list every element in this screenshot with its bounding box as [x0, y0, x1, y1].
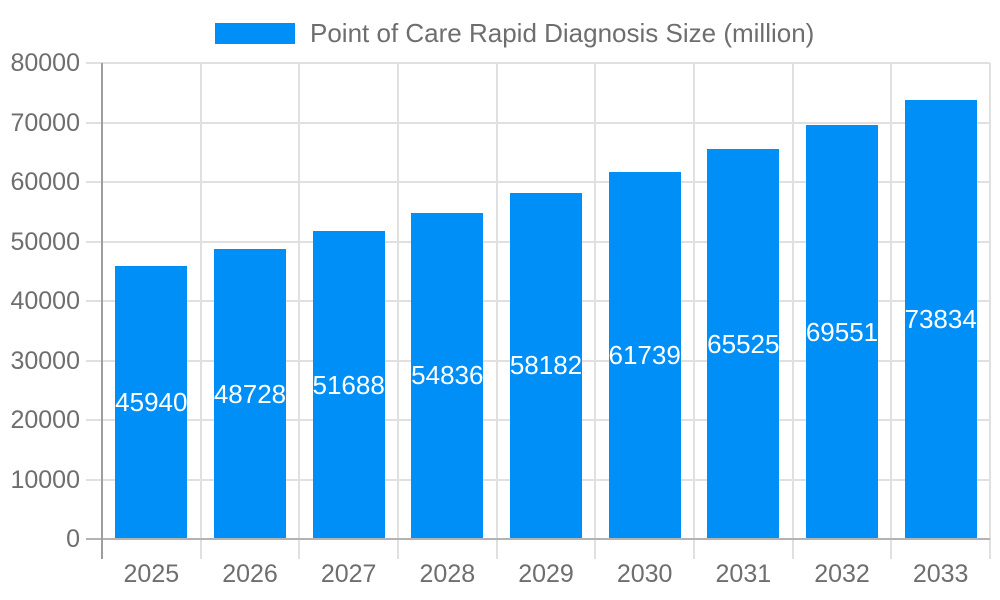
y-tick-label: 70000 — [10, 108, 80, 137]
bar — [608, 171, 681, 539]
y-tick-label: 20000 — [10, 406, 80, 434]
x-tick-label: 2030 — [616, 560, 673, 588]
bar — [510, 192, 582, 539]
chart-legend: Point of Care Rapid Diagnosis Size (mill… — [215, 18, 814, 48]
x-tick-label: 2027 — [320, 560, 377, 588]
bar — [115, 265, 188, 539]
y-tick-label: 0 — [66, 525, 80, 553]
bar-value-label: 65525 — [707, 328, 780, 359]
bar-value-label: 73834 — [904, 303, 977, 334]
v-gridline — [989, 63, 991, 559]
plot-area: 45940 48728 51688 54836 58182 61739 65525 69551… — [86, 62, 991, 559]
h-gridline — [86, 62, 990, 64]
x-tick-label: 2033 — [912, 560, 969, 588]
h-gridline — [86, 121, 990, 124]
v-gridline — [397, 63, 399, 559]
y-tick-label: 50000 — [10, 227, 80, 256]
bar — [806, 125, 878, 539]
bar — [411, 212, 484, 539]
bar — [214, 249, 286, 539]
legend-swatch — [215, 22, 295, 44]
bar-value-label: 61739 — [608, 339, 681, 370]
x-tick-label: 2028 — [419, 560, 476, 588]
x-axis-baseline — [86, 538, 990, 540]
y-tick-label: 60000 — [10, 168, 80, 196]
v-gridline — [890, 63, 893, 559]
bar — [707, 149, 780, 539]
x-tick-label: 2029 — [518, 560, 574, 588]
x-tick-label: 2026 — [222, 560, 278, 588]
bar-value-label: 48728 — [213, 378, 287, 409]
y-tick-label: 80000 — [10, 49, 80, 77]
bar-value-label: 45940 — [115, 386, 188, 417]
bar-value-label: 54836 — [411, 360, 484, 391]
y-tick-label: 40000 — [10, 287, 80, 315]
bar-value-label: 51688 — [312, 369, 385, 400]
y-tick-label: 10000 — [10, 465, 80, 494]
legend-label: Point of Care Rapid Diagnosis Size (mill… — [310, 17, 815, 48]
v-gridline — [495, 63, 498, 559]
x-tick-label: 2031 — [715, 560, 772, 588]
v-gridline — [791, 63, 794, 559]
v-gridline — [693, 63, 695, 559]
y-axis-line — [101, 63, 103, 559]
x-tick-label: 2032 — [814, 560, 870, 588]
bar — [312, 231, 385, 539]
v-gridline — [298, 63, 301, 559]
bar-value-label: 58182 — [509, 350, 583, 381]
y-tick-label: 30000 — [10, 346, 80, 375]
v-gridline — [594, 63, 597, 559]
h-gridline — [86, 181, 990, 183]
bar-value-label: 69551 — [805, 316, 879, 347]
v-gridline — [199, 63, 202, 559]
bar — [904, 99, 977, 539]
x-tick-label: 2025 — [123, 560, 180, 588]
